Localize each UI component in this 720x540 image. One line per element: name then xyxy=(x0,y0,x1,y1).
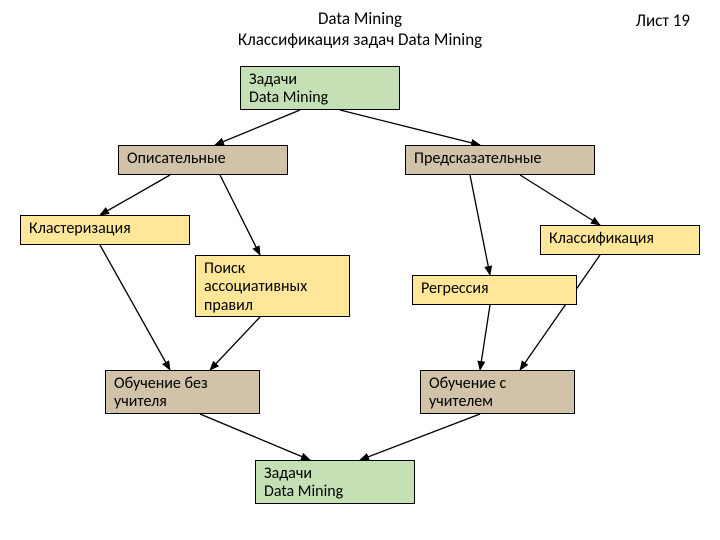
edge xyxy=(480,305,490,370)
node-assoc: Поиск ассоциативных правил xyxy=(195,255,350,317)
edge xyxy=(470,175,490,275)
node-label: Кластеризация xyxy=(29,220,131,238)
node-unsup: Обучение без учителя xyxy=(105,370,260,414)
node-descr: Описательные xyxy=(118,145,288,175)
node-label: Задачи Data Mining xyxy=(249,71,328,108)
edge xyxy=(360,414,480,460)
node-classif: Классификация xyxy=(540,225,700,255)
title-line-2: Классификация задач Data Mining xyxy=(0,29,720,50)
node-label: Поиск ассоциативных правил xyxy=(204,260,307,315)
page-number: Лист 19 xyxy=(636,10,690,31)
node-regress: Регрессия xyxy=(412,275,577,305)
node-label: Описательные xyxy=(127,150,226,168)
node-predict: Предсказательные xyxy=(405,145,595,175)
title-block: Data Mining Классификация задач Data Min… xyxy=(0,8,720,51)
edge xyxy=(340,110,480,145)
title-line-1: Data Mining xyxy=(0,8,720,29)
node-label: Регрессия xyxy=(421,280,489,298)
edge xyxy=(520,255,600,370)
edge xyxy=(200,414,310,460)
node-label: Классификация xyxy=(549,230,654,248)
node-label: Предсказательные xyxy=(414,150,541,168)
edge xyxy=(210,317,260,370)
node-label: Обучение с учителем xyxy=(429,375,506,412)
edge xyxy=(520,175,600,225)
node-label: Задачи Data Mining xyxy=(264,465,343,502)
node-root_bot: Задачи Data Mining xyxy=(255,460,415,504)
edge xyxy=(100,245,170,370)
node-root_top: Задачи Data Mining xyxy=(240,66,400,110)
edge xyxy=(215,110,300,145)
edge xyxy=(100,175,170,215)
node-sup: Обучение с учителем xyxy=(420,370,575,414)
node-cluster: Кластеризация xyxy=(20,215,190,245)
edge xyxy=(220,175,260,255)
node-label: Обучение без учителя xyxy=(114,375,208,412)
